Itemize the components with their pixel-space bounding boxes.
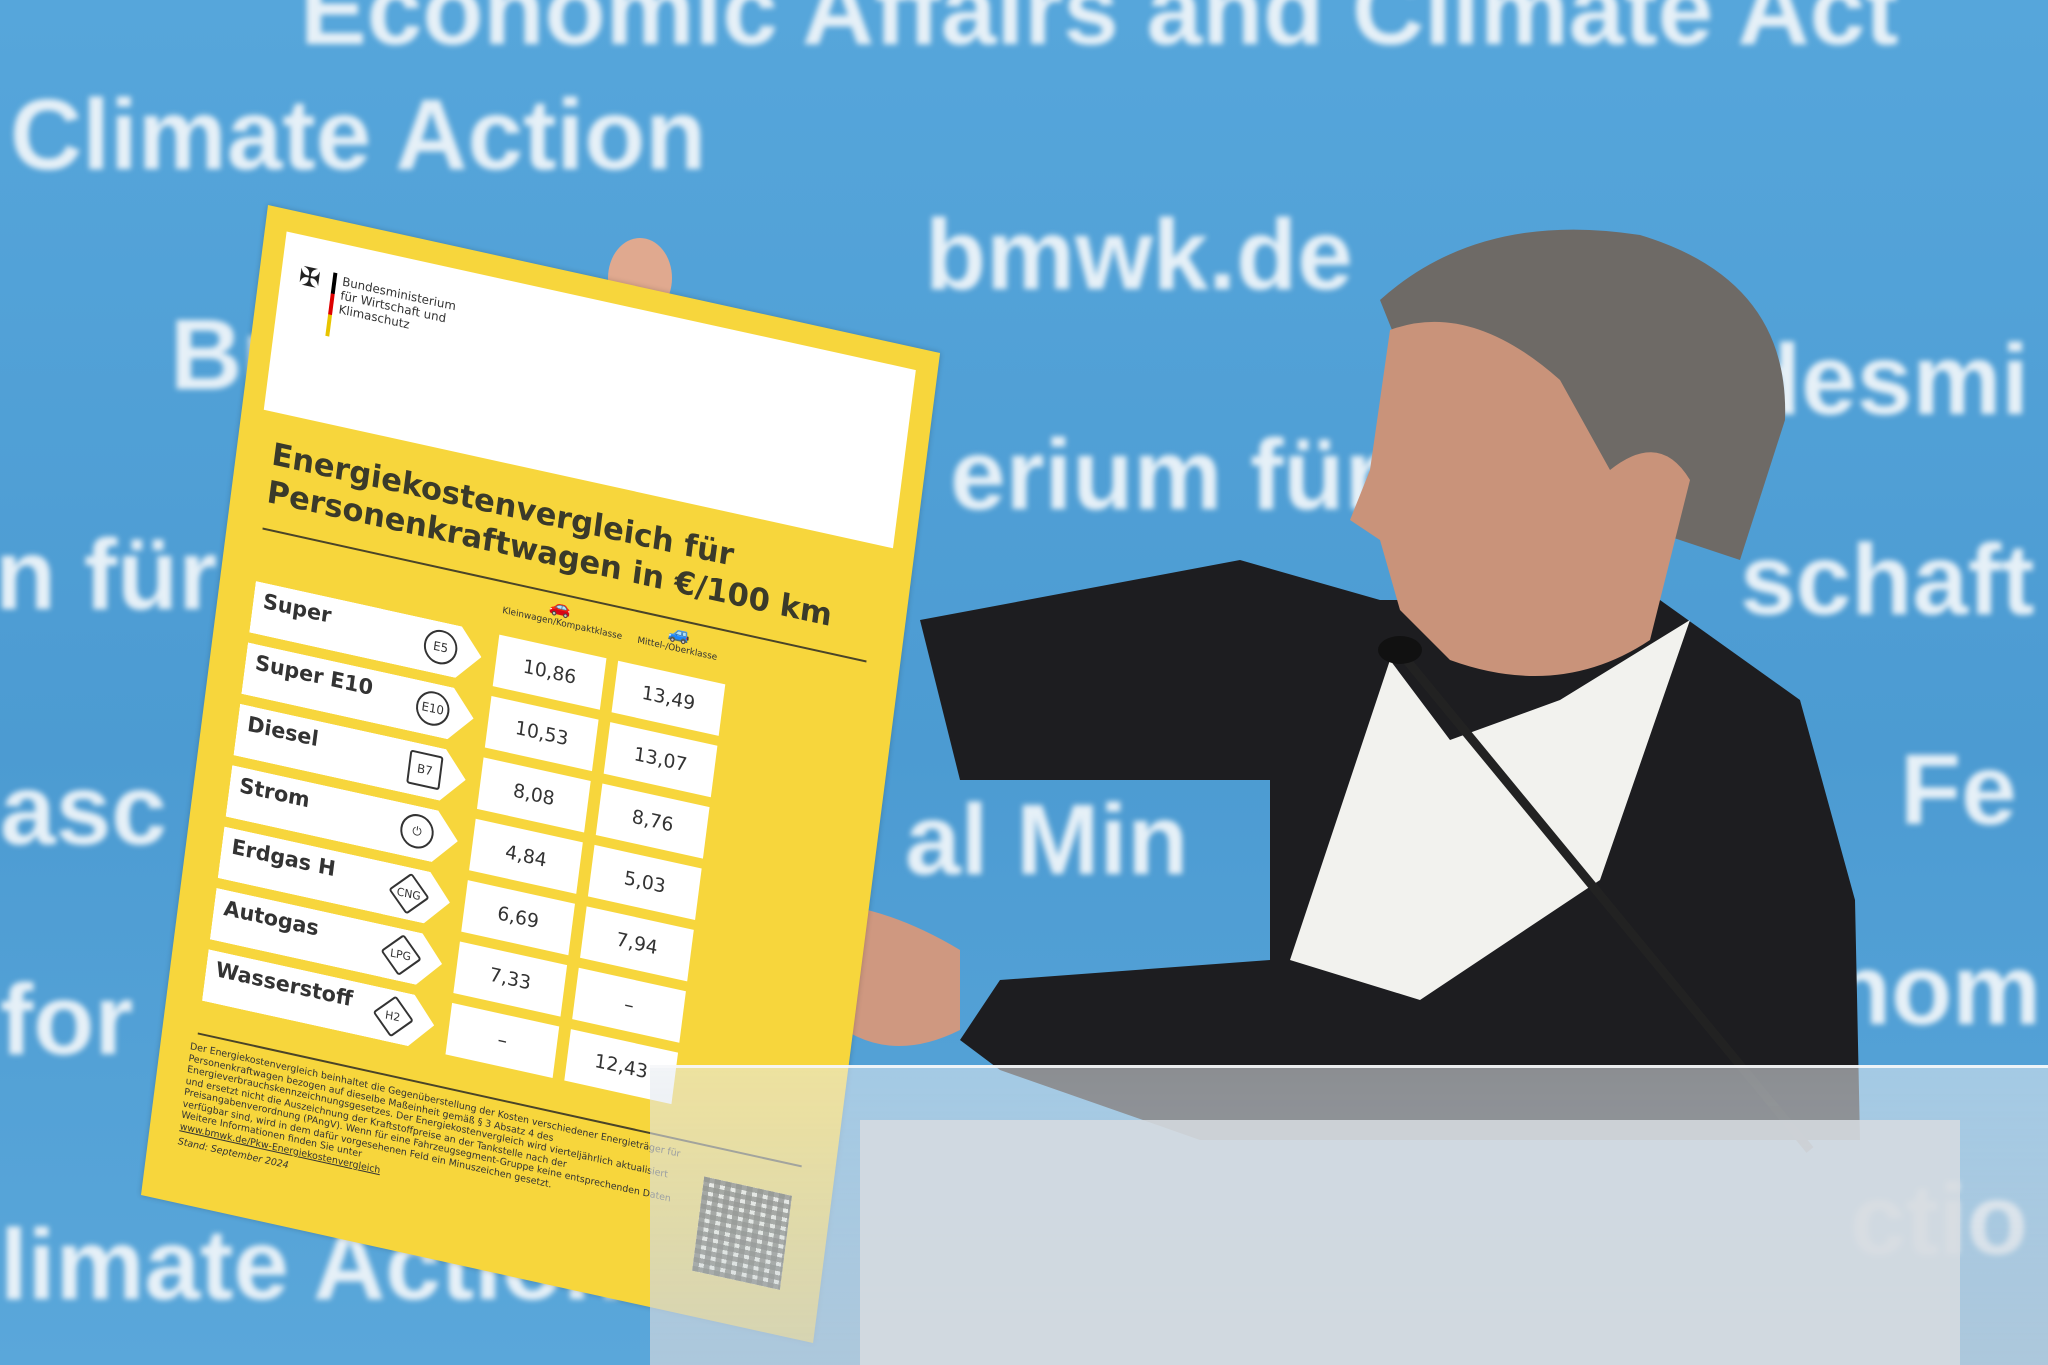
backdrop-text: asc — [0, 754, 167, 866]
value-large-car: 13,07 — [603, 722, 718, 798]
backdrop-text: nom — [1830, 934, 2042, 1046]
backdrop-text: schaft — [1740, 524, 2035, 636]
german-flag-stripe — [325, 272, 338, 337]
microphone-head — [1378, 636, 1422, 664]
fuel-badge: E10 — [414, 688, 451, 729]
value-small-car: 8,08 — [476, 757, 591, 833]
value-small-car: 6,69 — [461, 880, 575, 956]
badge-text: B7 — [416, 761, 434, 779]
backdrop-text: erium für — [950, 419, 1384, 531]
fuel-badge: H2 — [373, 995, 414, 1037]
fuel-name: Strom — [238, 773, 312, 813]
backdrop-text: desmi — [1740, 324, 2030, 436]
backdrop-text: for — [0, 964, 134, 1076]
badge-text: CNG — [396, 884, 422, 903]
backdrop-text: Fe — [1900, 734, 2017, 846]
value-small-car: 10,86 — [492, 634, 607, 710]
backdrop-text: Climate Action — [10, 79, 707, 191]
fuel-badge: LPG — [380, 934, 421, 976]
value-large-car: – — [572, 967, 686, 1043]
value-large-car: 5,03 — [587, 844, 702, 921]
badge-text: ⏻ — [411, 822, 423, 839]
plug-icon: ⏻ — [398, 811, 435, 852]
lectern-front-panel — [860, 1120, 1960, 1365]
value-large-car: 13,49 — [611, 660, 726, 736]
value-small-car: 4,84 — [469, 818, 583, 894]
backdrop-text: bmwk.de — [925, 199, 1353, 311]
backdrop-text: Economic Affairs and Climate Act — [300, 0, 1899, 66]
value-small-car: – — [445, 1002, 560, 1078]
fuel-name: Super E10 — [253, 650, 375, 701]
ministry-name: Bundesministerium für Wirtschaft und Kli… — [337, 274, 457, 332]
backdrop-text: n für — [0, 519, 218, 631]
badge-text: E5 — [432, 638, 449, 656]
backdrop-text: al Min — [905, 784, 1189, 896]
fuel-name: Erdgas H — [230, 834, 337, 882]
badge-text: H2 — [384, 1008, 402, 1025]
badge-text: LPG — [389, 946, 413, 964]
fuel-badge: CNG — [388, 873, 429, 915]
value-small-car: 7,33 — [453, 941, 568, 1017]
fuel-name: Autogas — [222, 895, 321, 941]
fuel-badge: E5 — [422, 627, 459, 668]
shirt — [1290, 620, 1690, 1000]
fuel-name: Super — [261, 589, 333, 628]
fuel-badge: B7 — [406, 749, 443, 790]
federal-eagle-icon: ✠ — [297, 261, 323, 296]
value-small-car: 10,53 — [484, 696, 599, 772]
fuel-name: Diesel — [246, 711, 320, 752]
badge-text: E10 — [420, 699, 445, 718]
value-large-car: 8,76 — [595, 783, 710, 859]
face — [1350, 321, 1690, 676]
value-large-car: 7,94 — [580, 906, 694, 982]
